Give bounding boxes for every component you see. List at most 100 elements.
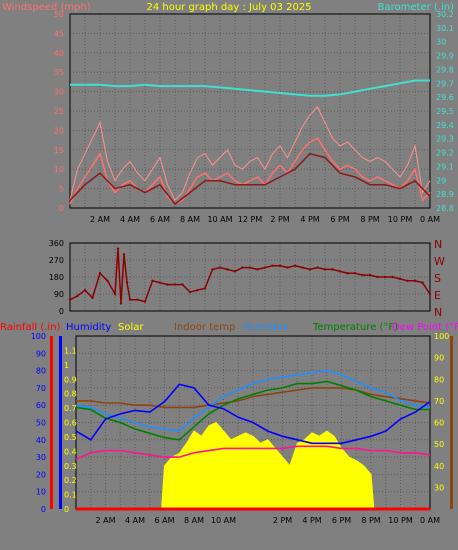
wind-x-tick-label: 6 PM: [330, 215, 349, 224]
direction-point: [279, 264, 281, 266]
direction-point: [136, 298, 138, 300]
barometer-tick-label: 29.8: [436, 65, 454, 74]
barometer-tick-label: 29.6: [436, 93, 454, 102]
direction-point: [256, 268, 258, 270]
wind-x-tick-label: 0 AM: [420, 215, 440, 224]
humidity-tick-label: 0: [41, 505, 46, 514]
wind-x-tick-label: 10 PM: [388, 215, 413, 224]
direction-point: [421, 281, 423, 283]
rain-tick-label: 1.1: [64, 346, 77, 355]
barometer-tick-label: 29: [436, 176, 446, 185]
compass-label-n-top: N: [434, 238, 442, 251]
wind-tick-label: 40: [54, 49, 64, 58]
legend-temperature: Temperature (°F): [312, 322, 398, 333]
barometer-tick-label: 29.2: [436, 149, 454, 158]
direction-point: [123, 253, 125, 255]
direction-point: [159, 281, 161, 283]
temp-x-tick-label: 4 AM: [125, 516, 145, 525]
direction-point: [84, 289, 86, 291]
compass-label-w: W: [434, 255, 445, 268]
rain-tick-label: 0: [64, 505, 69, 514]
humidity-tick-label: 80: [36, 367, 46, 376]
direction-point: [414, 280, 416, 282]
wind-x-tick-label: 12 PM: [238, 215, 263, 224]
compass-label-s: S: [434, 272, 441, 285]
wind-tick-label: 45: [54, 29, 64, 38]
wind-x-tick-label: 2 PM: [270, 215, 289, 224]
temperature-tick-label: 100: [434, 332, 449, 341]
direction-point: [241, 266, 243, 268]
wind-tick-label: 15: [54, 146, 64, 155]
humidity-axis-bar: [59, 336, 62, 509]
barometer-tick-label: 28.9: [436, 190, 454, 199]
direction-point: [226, 268, 228, 270]
chart-title: 24 hour graph day : July 03 2025: [146, 2, 311, 13]
direction-tick-label: 90: [54, 290, 64, 299]
direction-tick-label: 270: [49, 256, 64, 265]
wind-x-tick-label: 2 AM: [90, 215, 110, 224]
direction-point: [144, 300, 146, 302]
wind-tick-label: 10: [54, 165, 64, 174]
direction-point: [369, 274, 371, 276]
humidity-tick-label: 40: [36, 436, 46, 445]
direction-point: [211, 268, 213, 270]
wind-x-tick-label: 6 AM: [150, 215, 170, 224]
direction-point: [324, 268, 326, 270]
direction-point: [106, 280, 108, 282]
direction-point: [301, 266, 303, 268]
barometer-tick-label: 29.4: [436, 121, 454, 130]
direction-point: [294, 264, 296, 266]
temperature-tick-label: 60: [434, 419, 444, 428]
direction-point: [181, 283, 183, 285]
direction-point: [219, 266, 221, 268]
rain-tick-label: 0.5: [64, 433, 77, 442]
temperature-tick-label: 50: [434, 440, 444, 449]
direction-point: [234, 270, 236, 272]
direction-point: [354, 272, 356, 274]
direction-point: [117, 247, 119, 249]
temp-x-tick-label: 8 AM: [184, 516, 204, 525]
rain-tick-label: 0.3: [64, 462, 77, 471]
wind-tick-label: 30: [54, 88, 64, 97]
temperature-tick-label: 30: [434, 483, 444, 492]
direction-point: [346, 272, 348, 274]
legend-humidity: Humidity: [66, 322, 111, 333]
direction-point: [399, 278, 401, 280]
wind-tick-label: 35: [54, 68, 64, 77]
direction-point: [69, 298, 71, 300]
temp-x-tick-label: 8 PM: [361, 516, 380, 525]
direction-point: [339, 270, 341, 272]
direction-point: [129, 298, 131, 300]
direction-point: [174, 283, 176, 285]
indoor-axis-bar: [450, 336, 453, 509]
barometer-tick-label: 29.7: [436, 79, 454, 88]
direction-point: [264, 266, 266, 268]
rain-tick-label: 0.1: [64, 491, 77, 500]
temperature-tick-label: 90: [434, 354, 444, 363]
rain-tick-label: 0.8: [64, 390, 77, 399]
wind-tick-label: 5: [59, 185, 64, 194]
compass-label-n-bottom: N: [434, 306, 442, 319]
direction-point: [99, 272, 101, 274]
rain-tick-label: 1: [64, 361, 69, 370]
humidity-tick-label: 20: [36, 470, 46, 479]
humidity-tick-label: 70: [36, 384, 46, 393]
wind-x-tick-label: 10 AM: [207, 215, 232, 224]
direction-point: [316, 266, 318, 268]
barometer-tick-label: 30.1: [436, 24, 454, 33]
wind-tick-label: 20: [54, 126, 64, 135]
legend-humidex: Humidex: [244, 322, 289, 333]
barometer-tick-label: 29.3: [436, 135, 454, 144]
humidity-tick-label: 50: [36, 419, 46, 428]
temp-x-tick-label: 4 PM: [302, 516, 321, 525]
temperature-tick-label: 80: [434, 375, 444, 384]
barometer-tick-label: 29.5: [436, 107, 454, 116]
direction-point: [429, 293, 431, 295]
direction-point: [120, 302, 122, 304]
wind-tick-label: 25: [54, 107, 64, 116]
rain-tick-label: 0.4: [64, 447, 77, 456]
barometer-tick-label: 30.2: [436, 10, 454, 19]
direction-point: [309, 268, 311, 270]
